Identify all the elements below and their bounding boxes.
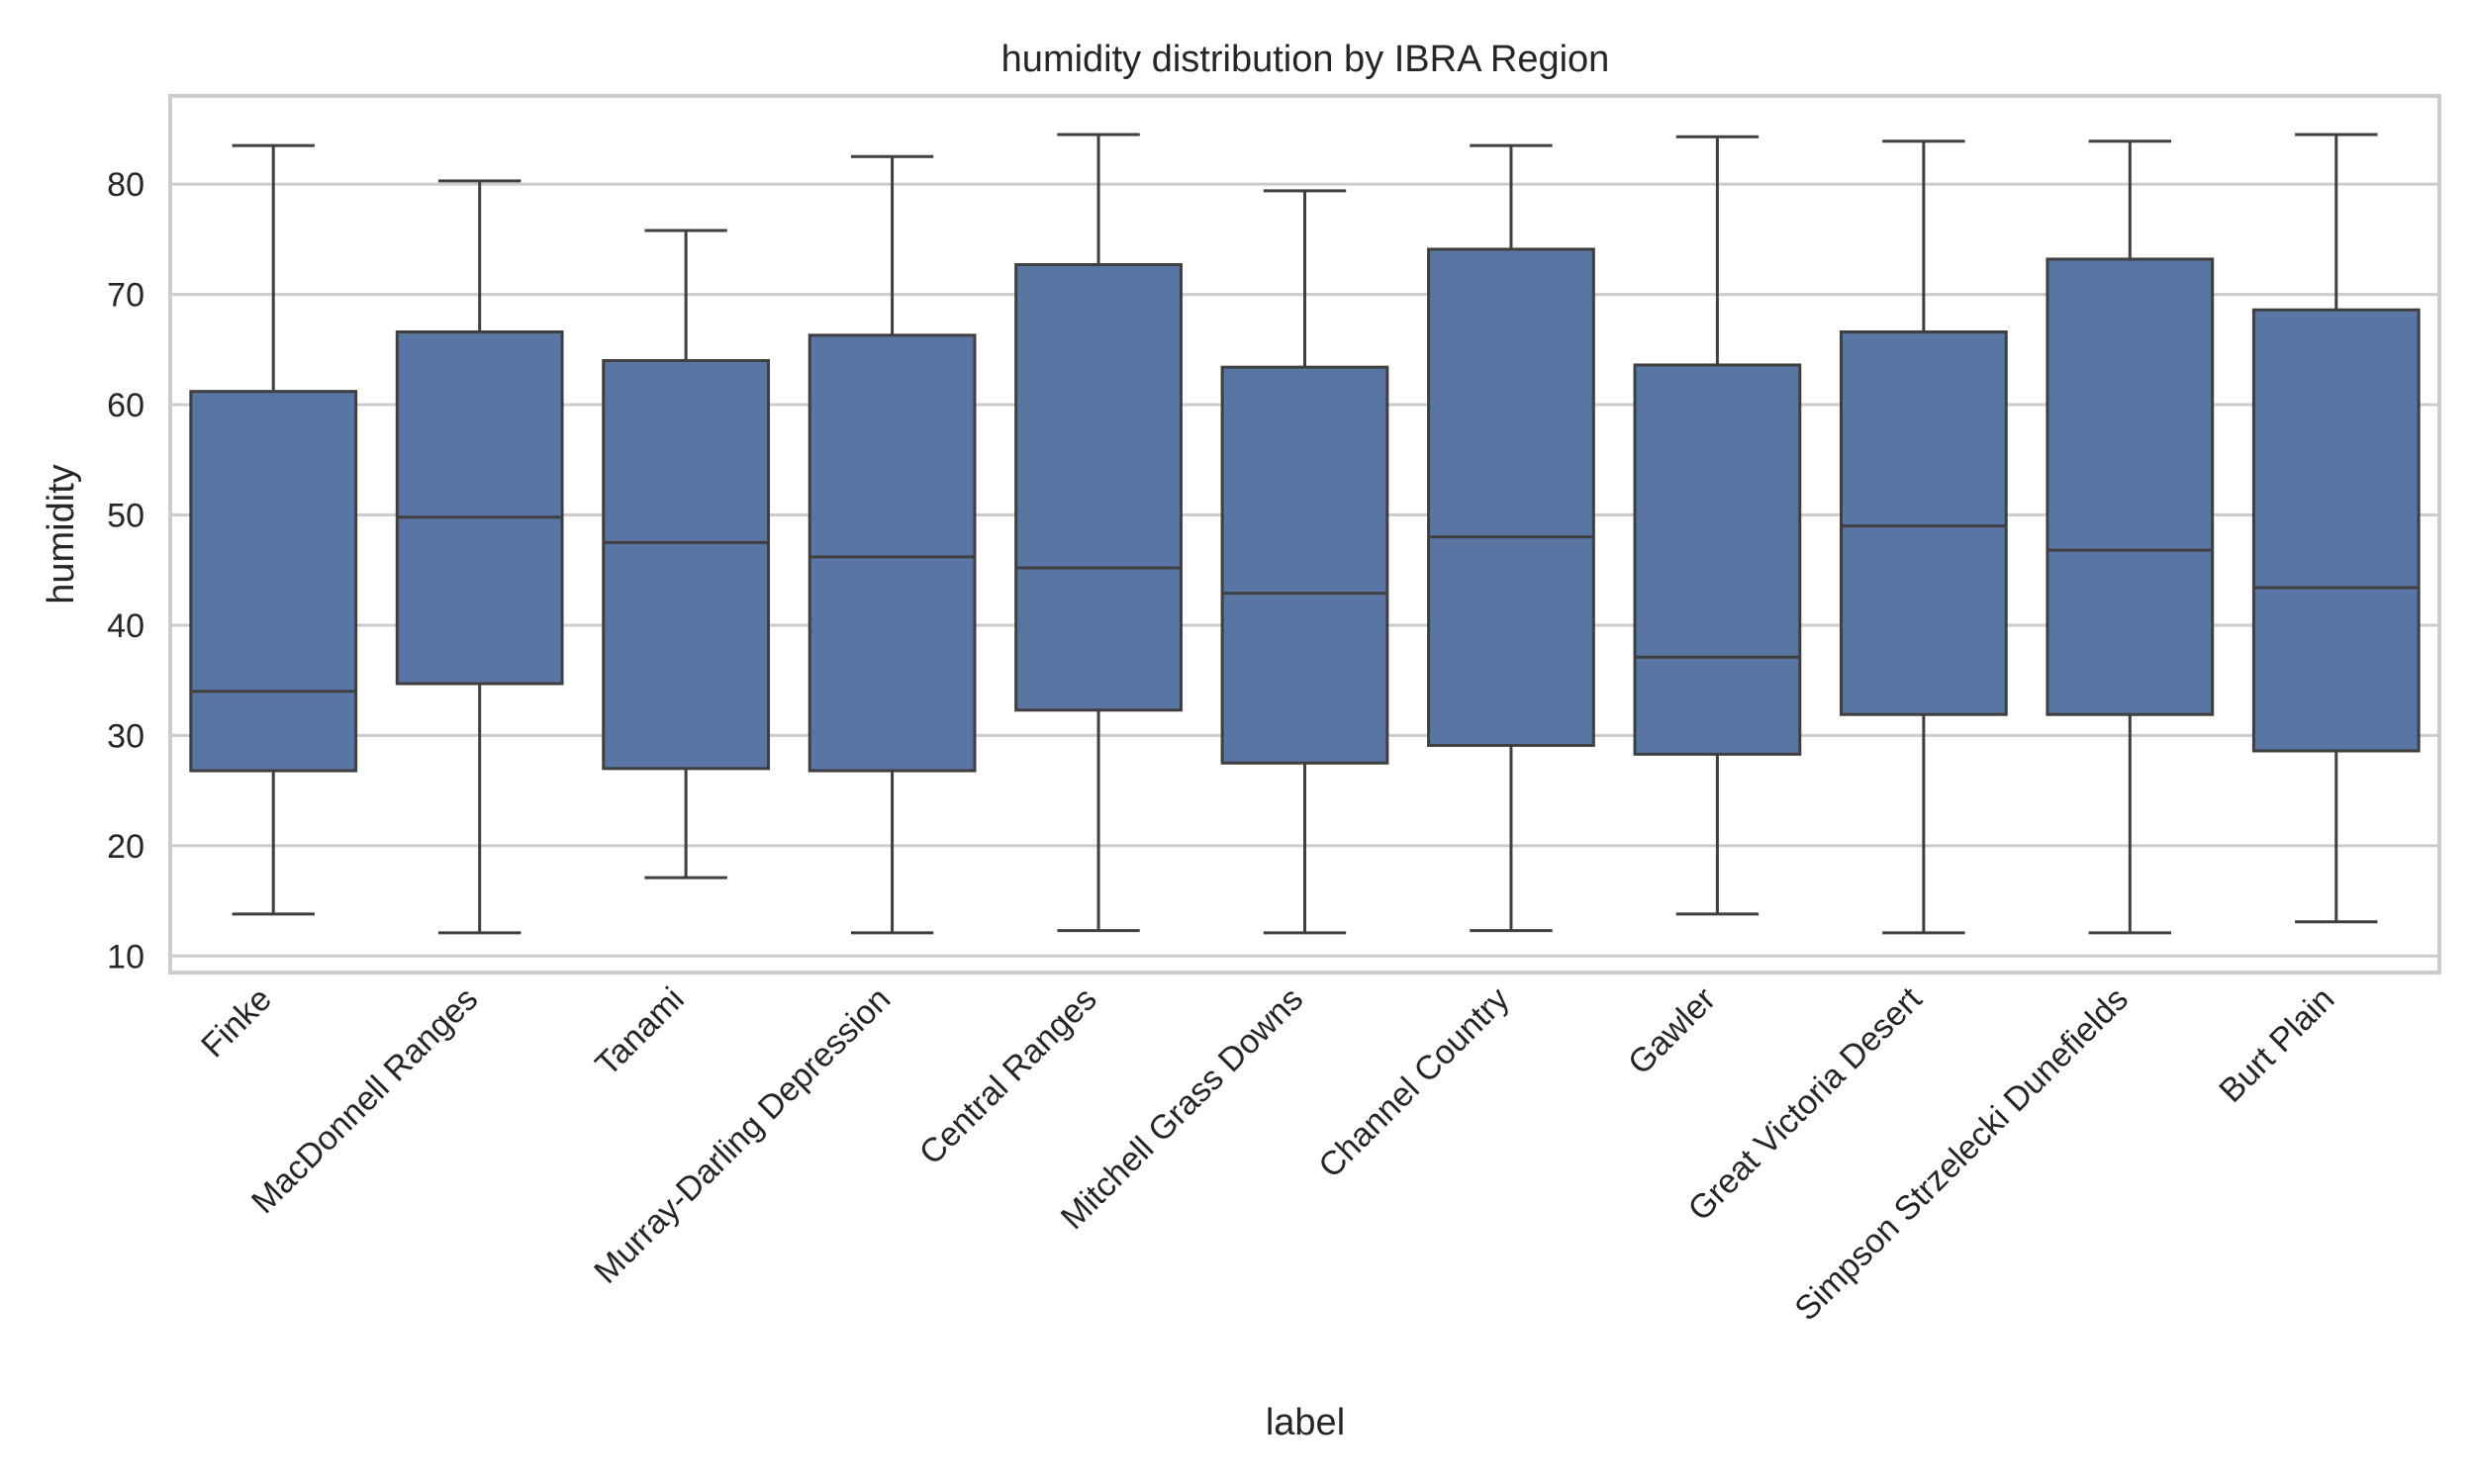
y-tick-label: 70 [107, 277, 144, 315]
iqr-box [1220, 365, 1389, 765]
x-tick-label: Finke [194, 980, 279, 1066]
box-murray-darling-depression [808, 154, 977, 935]
x-tick-label: Simpson Strzelecki Dunefields [1787, 980, 2136, 1329]
iqr-box [1427, 247, 1595, 747]
y-tick-label: 10 [107, 938, 144, 975]
box-burt-plain [2251, 133, 2421, 924]
x-tick-label: Mitchell Grass Downs [1054, 980, 1310, 1237]
iqr-box [808, 333, 977, 773]
box-central-ranges [1014, 133, 1183, 933]
iqr-box [395, 329, 564, 686]
x-tick-label: Gawler [1621, 980, 1723, 1082]
iqr-box [189, 390, 358, 773]
iqr-box [602, 358, 771, 771]
x-tick-label: MacDonnell Ranges [244, 980, 485, 1221]
y-tick-label: 20 [107, 828, 144, 866]
box-mitchell-grass-downs [1220, 189, 1389, 935]
iqr-box [1839, 329, 2008, 716]
y-tick-label: 50 [107, 497, 144, 534]
y-tick-labels: 10 20 30 40 50 60 70 80 [107, 166, 144, 975]
y-tick-label: 60 [107, 387, 144, 424]
box-simpson-strzelecki-dunefields [2046, 139, 2215, 935]
y-tick-label: 40 [107, 607, 144, 645]
plot-frame [168, 94, 2441, 974]
x-tick-label: Tanami [588, 980, 691, 1083]
box-channel-country [1427, 143, 1595, 933]
box-great-victoria-desert [1839, 139, 2008, 935]
chart-title: humidity distribution by IBRA Region [1001, 39, 1610, 80]
x-tick-label: Channel Country [1311, 980, 1516, 1185]
x-tick-label: Great Victoria Desert [1681, 979, 1930, 1228]
iqr-box [1633, 363, 1802, 756]
box-series [189, 133, 2421, 935]
iqr-box [2251, 308, 2421, 753]
iqr-box [1014, 263, 1183, 712]
box-macdonnell-ranges [395, 179, 564, 935]
box-tanami [602, 229, 771, 880]
x-axis-title: label [1266, 1402, 1345, 1443]
x-tick-label: Central Ranges [912, 980, 1104, 1172]
x-tick-label: Burt Plain [2212, 980, 2341, 1110]
y-tick-label: 80 [107, 166, 144, 204]
y-axis-title: humidity [41, 464, 82, 604]
box-finke [189, 143, 358, 916]
iqr-box [2046, 257, 2215, 716]
box-gawler [1633, 135, 1802, 916]
y-tick-label: 30 [107, 717, 144, 755]
